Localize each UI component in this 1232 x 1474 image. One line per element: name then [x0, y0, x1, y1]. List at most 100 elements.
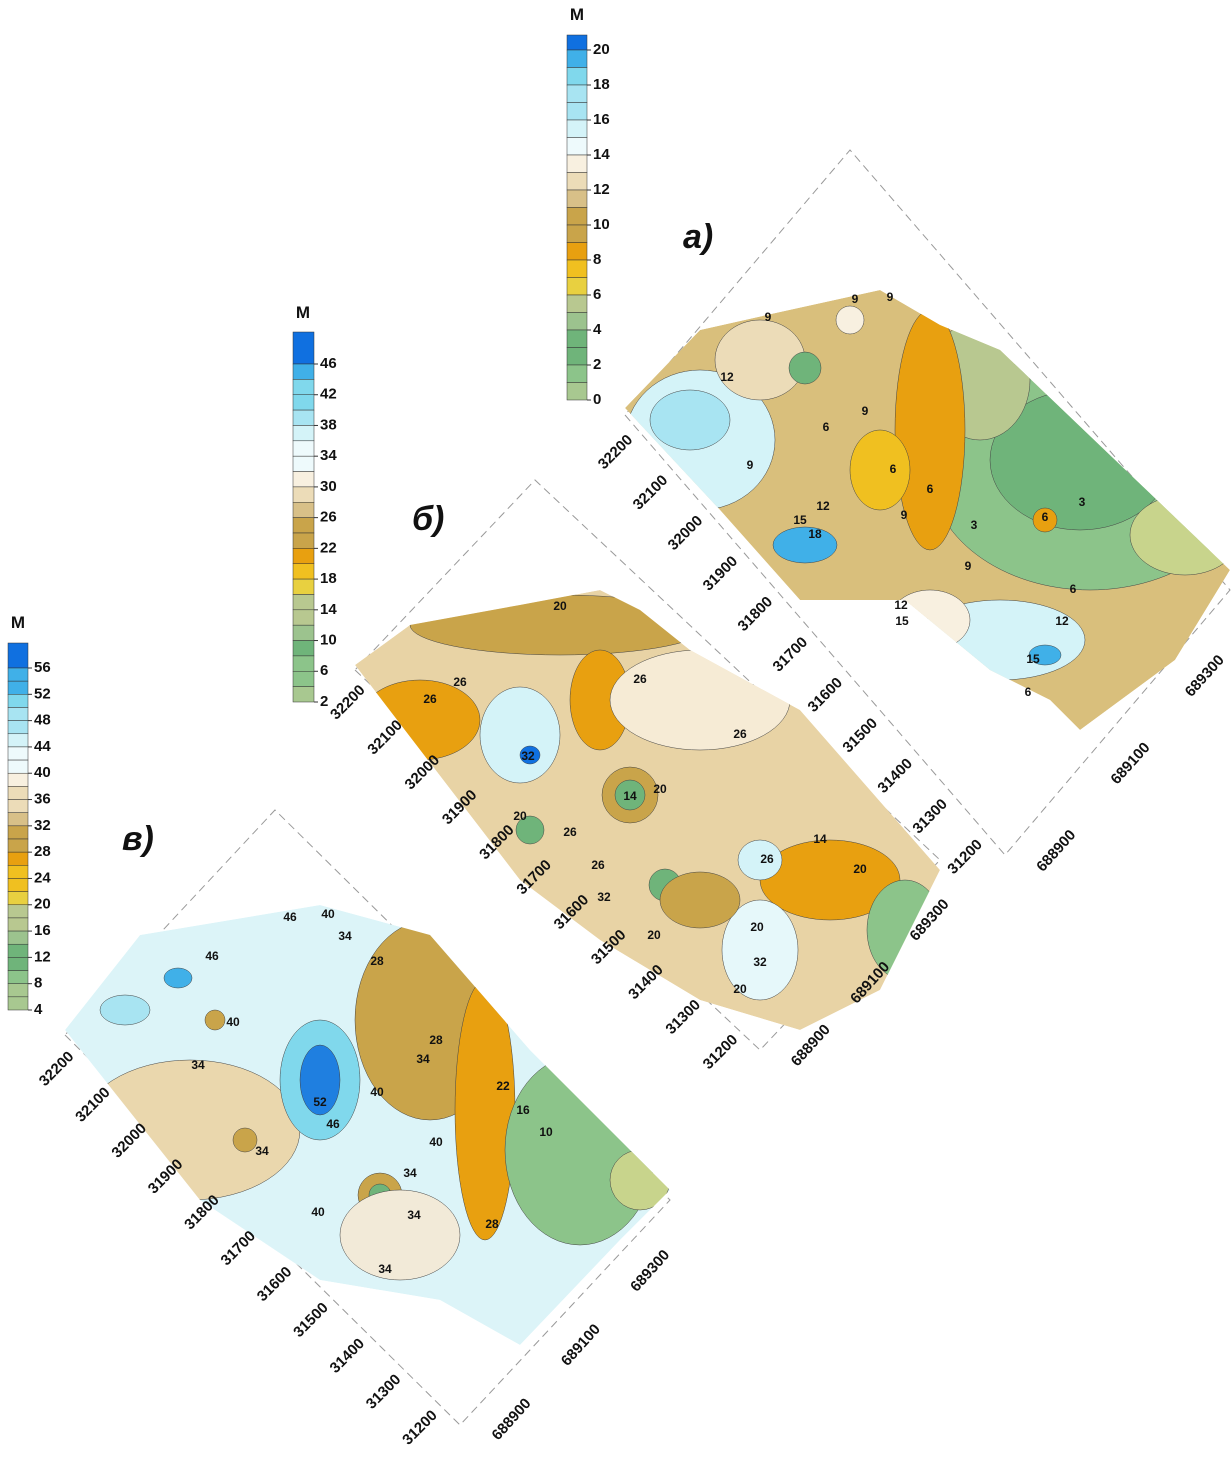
legend-band	[293, 456, 314, 471]
contour-label: 26	[633, 672, 647, 686]
contour-zone	[660, 872, 740, 928]
y-axis-label: 32000	[108, 1120, 150, 1162]
legend-band	[8, 984, 28, 997]
legend-tick-label: 10	[320, 632, 337, 649]
legend-band	[8, 786, 28, 799]
legend-tick-label: 46	[320, 355, 337, 372]
contour-label: 12	[816, 499, 830, 513]
contour-label: 15	[895, 614, 909, 628]
contour-label: 26	[760, 852, 774, 866]
legend-band	[567, 208, 587, 226]
legend-band	[8, 997, 28, 1010]
legend-band	[567, 138, 587, 156]
contour-label: 40	[370, 1085, 384, 1099]
legend-band	[293, 610, 314, 625]
y-axis-label: 31900	[700, 553, 742, 595]
legend-tick-label: 20	[34, 896, 51, 913]
legend-band	[293, 487, 314, 502]
legend-band	[567, 120, 587, 138]
legend-band	[293, 564, 314, 579]
contour-surface	[65, 905, 670, 1345]
contour-zone	[100, 995, 150, 1025]
contour-label: 6	[1070, 582, 1077, 596]
contour-label: 12	[720, 370, 734, 384]
contour-label: 34	[407, 1208, 421, 1222]
legend-band	[8, 944, 28, 957]
legend-tick-label: 18	[593, 76, 610, 93]
y-axis-label: 32100	[630, 472, 672, 514]
legend-tick-label: 18	[320, 570, 337, 587]
contour-label: 9	[747, 458, 754, 472]
contour-label: 6	[1025, 685, 1032, 699]
contour-label: 34	[403, 1166, 417, 1180]
contour-zone	[610, 650, 790, 750]
legend-band	[8, 839, 28, 852]
legend-band	[8, 760, 28, 773]
contour-label: 12	[1055, 614, 1069, 628]
legend-band	[8, 878, 28, 891]
x-axis-label: 688900	[488, 1395, 534, 1444]
contour-label: 26	[423, 692, 437, 706]
contour-zone	[480, 687, 560, 783]
contour-label: 20	[653, 782, 667, 796]
contour-zone	[836, 306, 864, 334]
x-axis-label: 688900	[1033, 827, 1079, 876]
legend-band	[293, 656, 314, 671]
legend-tick-label: 16	[34, 922, 51, 939]
contour-label: 34	[378, 1262, 392, 1276]
legend-band	[8, 721, 28, 734]
contour-zone	[789, 352, 821, 384]
legend-band	[8, 707, 28, 720]
contour-label: 52	[313, 1095, 327, 1109]
y-axis-label: 32100	[72, 1084, 114, 1126]
contour-zone	[650, 390, 730, 450]
legend-band	[8, 813, 28, 826]
legend-band	[8, 747, 28, 760]
y-axis-label: 31200	[700, 1031, 742, 1073]
y-axis-label: 31200	[944, 836, 986, 878]
legend-band	[567, 383, 587, 401]
legend-tick-label: 36	[34, 791, 51, 808]
legend-tick-label: 0	[593, 391, 601, 408]
legend: М56524844403632282420161284	[8, 613, 51, 1018]
legend-band	[293, 625, 314, 640]
legend-band	[567, 260, 587, 278]
contour-zone	[205, 1010, 225, 1030]
legend-tick-label: 16	[593, 111, 610, 128]
legend-band	[8, 694, 28, 707]
y-axis-label: 31300	[363, 1371, 405, 1413]
legend-band	[567, 85, 587, 103]
y-axis-label: 31200	[399, 1407, 441, 1449]
legend-title: М	[570, 5, 584, 24]
contour-label: 18	[808, 527, 822, 541]
contour-label: 28	[429, 1033, 443, 1047]
legend-band	[8, 971, 28, 984]
contour-label: 6	[890, 462, 897, 476]
contour-label: 6	[927, 482, 934, 496]
y-axis-label: 31900	[145, 1156, 187, 1198]
contour-label: 26	[563, 825, 577, 839]
contour-label: 40	[429, 1135, 443, 1149]
legend-tick-label: 20	[593, 41, 610, 58]
y-axis-label: 32100	[364, 717, 406, 759]
legend-band	[567, 243, 587, 261]
contour-zone	[340, 1190, 460, 1280]
x-axis-label: 689100	[1107, 739, 1153, 788]
contour-zone	[455, 980, 515, 1240]
contour-label: 16	[516, 1103, 530, 1117]
y-axis-label: 31400	[874, 755, 916, 797]
legend-band	[567, 173, 587, 191]
contour-label: 9	[965, 559, 972, 573]
y-axis-label: 32000	[402, 752, 444, 794]
legend-tick-label: 28	[34, 843, 51, 860]
contour-label: 32	[521, 749, 535, 763]
contour-label: 15	[1026, 652, 1040, 666]
legend-band	[8, 905, 28, 918]
legend-tick-label: 6	[593, 286, 601, 303]
legend-band	[293, 594, 314, 609]
legend-tick-label: 22	[320, 539, 337, 556]
contour-label: 10	[539, 1125, 553, 1139]
contour-label: 20	[553, 599, 567, 613]
contour-label: 6	[1042, 510, 1049, 524]
legend-tick-label: 6	[320, 662, 328, 679]
